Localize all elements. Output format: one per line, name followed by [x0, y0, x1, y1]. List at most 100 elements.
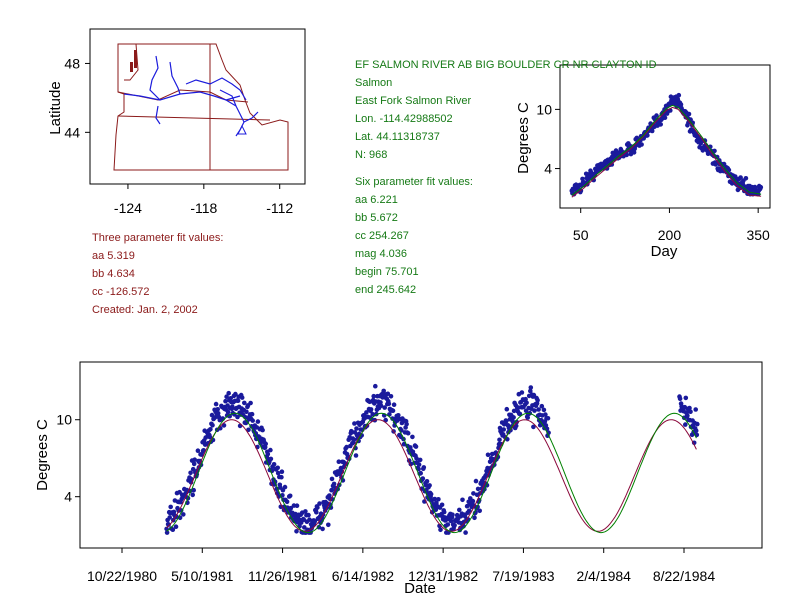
timeseries-data-point	[683, 422, 688, 427]
station-stream: East Fork Salmon River	[355, 95, 472, 107]
seasonal-data-point	[592, 172, 597, 178]
timeseries-data-point	[317, 501, 322, 506]
timeseries-data-point	[212, 415, 218, 420]
timeseries-data-point	[235, 398, 241, 404]
timeseries-data-point	[265, 451, 271, 457]
timeseries-x-tick-label: 7/19/1983	[492, 568, 554, 584]
timeseries-fit6-line	[166, 412, 697, 534]
timeseries-data-point	[470, 498, 476, 504]
timeseries-data-point	[352, 421, 357, 426]
timeseries-data-point	[284, 499, 290, 505]
map-x-tick-label: -118	[190, 200, 217, 216]
timeseries-data-point	[181, 512, 186, 517]
timeseries-data-point	[164, 530, 170, 535]
timeseries-data-point	[463, 530, 468, 535]
timeseries-data-point	[225, 409, 231, 415]
timeseries-data-point	[388, 394, 394, 399]
seasonal-data-point	[738, 175, 743, 180]
seasonal-x-tick-label: 350	[746, 227, 770, 243]
timeseries-data-point	[473, 478, 479, 484]
timeseries-data-point	[223, 398, 228, 404]
timeseries-data-point	[239, 395, 245, 400]
timeseries-data-point	[687, 405, 692, 411]
timeseries-data-point	[316, 524, 322, 530]
station-latitude: Lat. 44.11318737	[355, 131, 440, 143]
six-param-bb: bb 5.672	[355, 212, 398, 224]
timeseries-data-point	[287, 493, 293, 499]
seasonal-data-point	[591, 177, 596, 183]
timeseries-data-point	[688, 409, 693, 415]
map-y-axis-label: Latitude	[47, 81, 64, 134]
six-param-begin: begin 75.701	[355, 266, 419, 278]
timeseries-data-point	[188, 470, 193, 476]
timeseries-x-tick-label: 8/22/1984	[653, 568, 715, 584]
timeseries-data-point	[427, 483, 432, 488]
timeseries-data-point	[460, 497, 465, 503]
timeseries-data-point	[167, 515, 172, 520]
map-rivers	[123, 55, 259, 137]
timeseries-data-point	[418, 470, 424, 476]
timeseries-data-point	[326, 522, 331, 528]
timeseries-data-point	[364, 410, 369, 415]
three-param-cc: cc -126.572	[92, 286, 150, 298]
timeseries-data-point	[279, 474, 284, 480]
timeseries-data-point	[396, 413, 401, 418]
timeseries-data-point	[192, 457, 197, 463]
timeseries-data-point	[421, 465, 427, 470]
timeseries-data-point	[250, 418, 255, 423]
timeseries-data-point	[448, 518, 454, 524]
seasonal-fit6-line	[571, 104, 762, 196]
timeseries-data-point	[432, 496, 438, 502]
timeseries-data-point	[473, 510, 478, 515]
timeseries-data-point	[450, 512, 455, 517]
timeseries-data-point	[517, 411, 523, 417]
six-param-mag: mag 4.036	[355, 248, 407, 260]
timeseries-data-point	[543, 412, 548, 417]
timeseries-data-point	[536, 407, 541, 412]
timeseries-data-point	[532, 408, 537, 413]
timeseries-data-point	[695, 421, 700, 427]
timeseries-data-point	[242, 400, 247, 406]
timeseries-data-point	[413, 444, 419, 449]
timeseries-data-point	[441, 509, 447, 515]
timeseries-data-point	[416, 462, 422, 467]
timeseries-data-point	[230, 404, 235, 409]
timeseries-data-point	[390, 416, 395, 421]
timeseries-data-point	[329, 487, 334, 493]
timeseries-data-point	[255, 419, 261, 424]
timeseries-data-point	[501, 427, 507, 432]
six-param-cc: cc 254.267	[355, 230, 409, 242]
timeseries-data-point	[477, 508, 483, 514]
seasonal-data-point	[645, 133, 650, 138]
station-count: N: 968	[355, 149, 388, 161]
timeseries-data-point	[275, 470, 281, 476]
timeseries-data-point	[382, 405, 388, 410]
map-y-tick-label: 44	[64, 124, 80, 140]
timeseries-data-point	[353, 453, 359, 458]
timeseries-data-point	[528, 385, 534, 390]
timeseries-x-tick-label: 11/26/1981	[248, 568, 317, 584]
timeseries-data-point	[528, 388, 533, 394]
timeseries-data-point	[224, 394, 229, 400]
timeseries-x-tick-label: 12/31/1982	[408, 568, 478, 584]
timeseries-data-point	[249, 411, 255, 417]
timeseries-data-point	[190, 492, 195, 498]
timeseries-data-point	[315, 505, 320, 510]
timeseries-data-point	[288, 505, 294, 511]
site-marker	[237, 124, 247, 135]
seasonal-y-axis-label: Degrees C	[515, 102, 532, 174]
timeseries-data-point	[466, 508, 472, 514]
timeseries-data-point	[677, 396, 683, 402]
seasonal-data-point	[662, 115, 668, 120]
timeseries-data-point	[329, 476, 335, 482]
timeseries-data-point	[386, 401, 392, 407]
timeseries-data-point	[428, 491, 434, 497]
station-title: EF SALMON RIVER AB BIG BOULDER CR NR CLA…	[355, 59, 657, 71]
timeseries-chart: 4 10 10/22/1980 5/10/1981 11/26/1981 6/14/19…	[34, 361, 763, 597]
seasonal-y-tick-label: 10	[536, 101, 552, 117]
timeseries-data-point	[545, 416, 551, 421]
timeseries-data-point	[173, 524, 179, 529]
timeseries-data-point	[235, 414, 240, 420]
timeseries-data-point	[504, 418, 509, 424]
seasonal-data-point	[676, 92, 682, 98]
